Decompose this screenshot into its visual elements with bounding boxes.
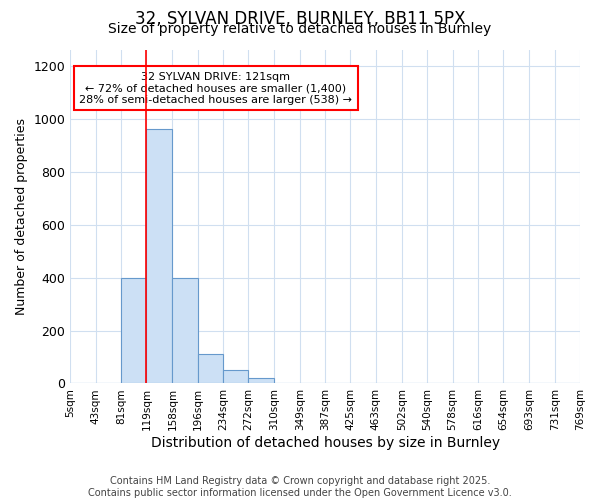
Bar bbox=[121, 278, 146, 384]
Bar bbox=[172, 278, 198, 384]
Text: 32, SYLVAN DRIVE, BURNLEY, BB11 5PX: 32, SYLVAN DRIVE, BURNLEY, BB11 5PX bbox=[135, 10, 465, 28]
Text: Size of property relative to detached houses in Burnley: Size of property relative to detached ho… bbox=[109, 22, 491, 36]
Bar bbox=[146, 130, 172, 384]
X-axis label: Distribution of detached houses by size in Burnley: Distribution of detached houses by size … bbox=[151, 436, 500, 450]
Y-axis label: Number of detached properties: Number of detached properties bbox=[15, 118, 28, 315]
Bar bbox=[248, 378, 274, 384]
Text: Contains HM Land Registry data © Crown copyright and database right 2025.
Contai: Contains HM Land Registry data © Crown c… bbox=[88, 476, 512, 498]
Text: 32 SYLVAN DRIVE: 121sqm
← 72% of detached houses are smaller (1,400)
28% of semi: 32 SYLVAN DRIVE: 121sqm ← 72% of detache… bbox=[79, 72, 352, 105]
Bar bbox=[223, 370, 248, 384]
Bar bbox=[198, 354, 223, 384]
